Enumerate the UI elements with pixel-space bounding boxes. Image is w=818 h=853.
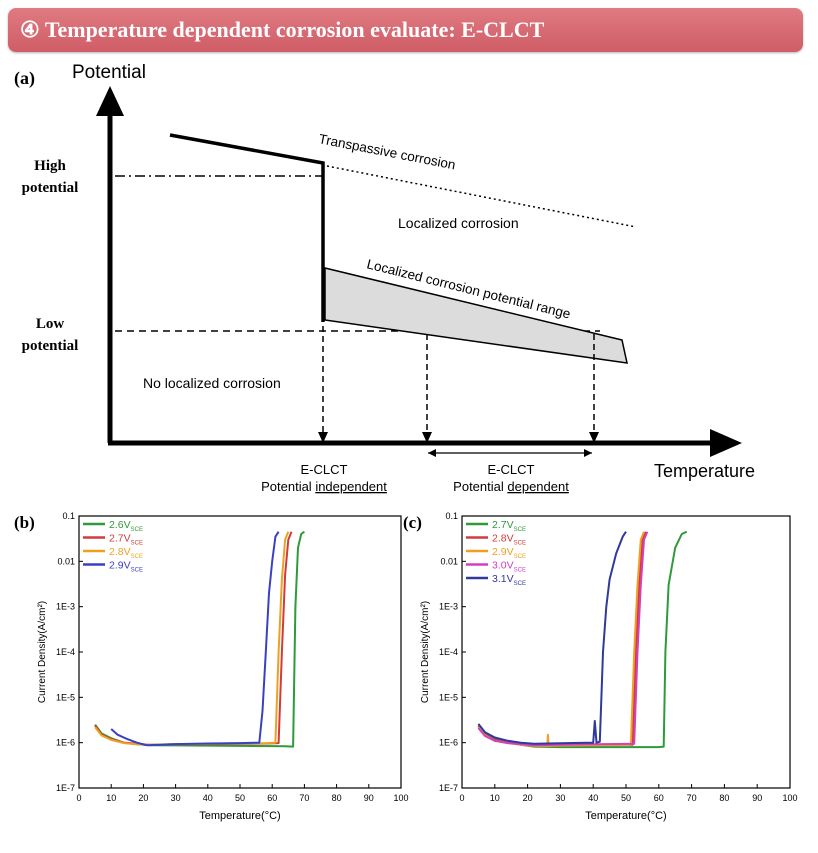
dependent-range-arrow-left [428,449,436,457]
x-tick-label: 70 [687,793,697,803]
x-tick-label: 0 [76,793,81,803]
y-axis-label: Potential [72,62,146,83]
breakdown-potential-curve [169,133,325,322]
series-line-2-9V [477,531,645,747]
y-tick-label: 1E-3 [56,602,75,612]
y-axis-title: Current Density(A/cm²) [420,601,431,703]
y-tick-label: 0.01 [440,556,458,566]
x-tick-label: 30 [555,793,565,803]
dependent-label-2: Potential dependent [453,479,569,494]
low-potential-label-2: potential [22,338,79,354]
panel-label-c: (c) [403,513,422,532]
y-tick-label: 1E-7 [56,783,75,793]
dependent-range-arrow-right [584,449,592,457]
x-tick-label: 10 [490,793,500,803]
high-potential-label-1: High [34,158,66,174]
independent-label-2: Potential independent [261,479,387,494]
x-tick-label: 80 [332,793,342,803]
dependent-label-1: E-CLCT [488,462,535,477]
legend-entry: 2.6VSCE [109,519,143,533]
y-tick-label: 0.01 [57,556,75,566]
x-tick-label: 60 [267,793,277,803]
y-tick-label: 1E-6 [439,738,458,748]
transpassive-label: Transpassive corrosion [317,131,456,172]
legend-entry: 2.7VSCE [109,533,143,547]
low-potential-label-1: Low [36,316,65,332]
y-tick-label: 1E-5 [439,692,458,702]
x-tick-label: 50 [621,793,631,803]
x-tick-label: 80 [719,793,729,803]
legend-entry: 2.8VSCE [492,533,526,547]
section-banner: ④ Temperature dependent corrosion evalua… [8,8,803,52]
series-line-2-8V [477,531,647,747]
series-line-2-7V [94,531,293,746]
y-tick-label: 1E-4 [439,647,458,657]
localized-corrosion-label: Localized corrosion [398,215,519,231]
y-tick-label: 1E-4 [56,647,75,657]
x-tick-label: 20 [138,793,148,803]
y-tick-label: 1E-7 [439,783,458,793]
y-tick-label: 1E-3 [439,602,458,612]
x-tick-label: 60 [654,793,664,803]
legend-entry: 2.8VSCE [109,546,143,560]
x-tick-label: 50 [235,793,245,803]
panel-label-a: (a) [14,68,35,89]
transpassive-line [326,165,637,228]
dependent-drop-arrow-1 [422,432,432,443]
no-localized-corrosion-label: No localized corrosion [143,375,281,391]
x-tick-label: 10 [106,793,116,803]
x-tick-label: 90 [752,793,762,803]
independent-label-1: E-CLCT [301,462,348,477]
x-tick-label: 30 [171,793,181,803]
banner-title: ④ Temperature dependent corrosion evalua… [20,17,545,42]
potential-range-label: Localized corrosion potential range [365,256,572,321]
x-tick-label: 0 [459,793,464,803]
legend-entry: 2.9VSCE [109,560,143,574]
y-tick-label: 1E-5 [56,692,75,702]
x-axis-title: Temperature(°C) [199,810,280,822]
potential-range-band [324,267,628,364]
series-line-3-0V [477,531,649,747]
legend-entry: 3.1VSCE [492,573,526,587]
x-tick-label: 70 [299,793,309,803]
x-axis-arrow [710,429,742,457]
y-tick-label: 0.1 [62,511,75,521]
series-line-2-8V [94,531,290,746]
legend-entry: 3.0VSCE [492,560,526,574]
dependent-drop-arrow-2 [589,432,599,443]
x-axis-label: Temperature [654,461,755,481]
legend-entry: 2.9VSCE [492,546,526,560]
panel-label-b: (b) [14,513,35,532]
series-line-2-7V [477,530,688,749]
x-tick-label: 100 [393,793,408,803]
y-axis-arrow [96,86,124,116]
series-line-3-1V [477,531,627,745]
y-axis-title: Current Density(A/cm²) [37,601,48,703]
y-tick-label: 0.1 [445,511,458,521]
high-potential-label-2: potential [22,180,79,196]
x-tick-label: 20 [523,793,533,803]
x-tick-label: 90 [364,793,374,803]
plot-frame [78,515,402,789]
independent-drop-arrow [318,432,328,443]
x-tick-label: 40 [588,793,598,803]
y-tick-label: 1E-6 [56,738,75,748]
series-line-2-6V [94,530,305,748]
legend-entry: 2.7VSCE [492,519,526,533]
x-tick-label: 40 [203,793,213,803]
x-tick-label: 100 [782,793,797,803]
x-axis-title: Temperature(°C) [585,810,666,822]
series-line-2-9V [110,531,280,747]
plot-frame [461,515,791,789]
